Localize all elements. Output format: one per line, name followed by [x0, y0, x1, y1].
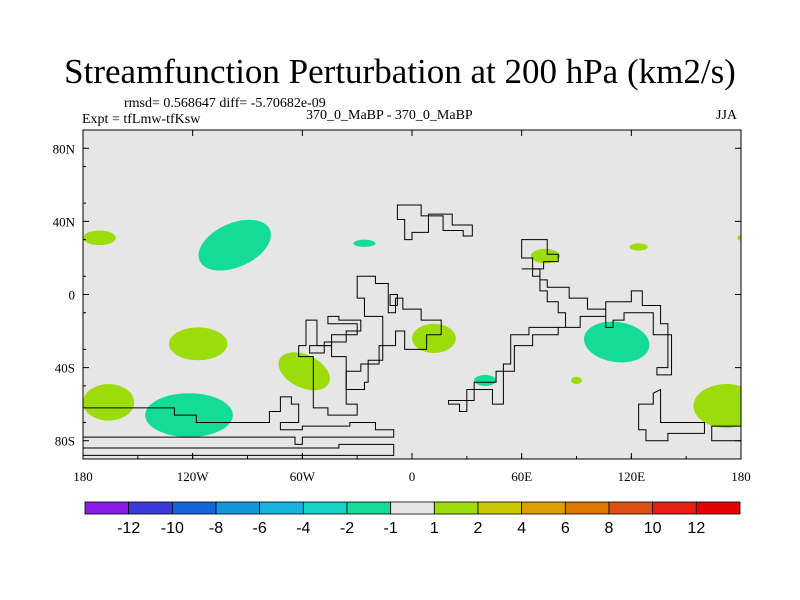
region-neg-indian-ocean: [584, 321, 650, 363]
land-south-america-coast: [298, 319, 358, 416]
colorbar-swatch: [564, 501, 610, 515]
land-east-asia-north: [521, 239, 559, 270]
y-axis: 80N 40N 0 40S 80S: [53, 129, 741, 460]
colorbar-swatch: [652, 501, 697, 515]
colorbar-swatch: [346, 501, 392, 515]
experiment-label: Expt = tfLmw-tfKsw: [82, 112, 201, 127]
colorbar-swatch: [433, 501, 479, 515]
region-pos-south-dateline: [83, 384, 135, 421]
colorbar-label: -4: [296, 520, 310, 537]
region-pos-dateline-east: [737, 235, 741, 241]
colorbar-label: 12: [687, 520, 705, 537]
x-tick-label: 120W: [177, 469, 210, 484]
colorbar-label: 2: [474, 520, 483, 537]
y-tick-label: 80S: [55, 434, 75, 449]
colorbar-label: 10: [644, 520, 662, 537]
colorbar-swatch: [84, 501, 130, 515]
colorbar-swatch: [128, 501, 173, 515]
x-tick-label: 180: [731, 469, 751, 484]
region-neg-south-atlantic: [474, 374, 497, 386]
y-tick-label: 0: [69, 288, 76, 303]
colorbar-swatch: [259, 501, 304, 515]
colorbar-swatch: [521, 501, 566, 515]
colorbar-swatch: [215, 501, 261, 515]
region-pos-south-east: [693, 384, 741, 428]
x-tick-label: 180: [73, 469, 93, 484]
contour-regions: [83, 219, 741, 438]
land-east-antarctic: [711, 425, 741, 442]
colorbar-label: -12: [117, 520, 140, 537]
colorbar-label: 4: [517, 520, 526, 537]
x-tick-label: 0: [409, 469, 416, 484]
x-tick-label: 60W: [290, 469, 316, 484]
land-australia-outline: [638, 388, 705, 442]
colorbar-swatch: [695, 501, 741, 515]
colorbar-label: -6: [253, 520, 267, 537]
colorbar-label: 8: [605, 520, 614, 537]
case-label: 370_0_MaBP - 370_0_MaBP: [306, 108, 473, 123]
x-tick-label: 120E: [618, 469, 646, 484]
colorbar-swatch: [171, 501, 217, 515]
y-tick-label: 40N: [53, 214, 76, 229]
colorbar-label: -8: [209, 520, 223, 537]
colorbar-label: 6: [561, 520, 570, 537]
x-tick-label: 60E: [511, 469, 532, 484]
rmsd-annotation: rmsd= 0.568647 diff= -5.70682e-09: [124, 96, 326, 111]
land-north-polar-outline: [396, 204, 473, 241]
land-outlines: [83, 204, 741, 456]
colorbar-swatch: [390, 501, 435, 515]
region-neg-north-pacific: [198, 219, 271, 271]
colorbar-swatch: [608, 501, 654, 515]
colorbar: -12 -10 -8 -6 -4 -2 -1 1 2 4 6 8 10 12: [84, 501, 741, 537]
land-africa-outline: [345, 275, 442, 391]
season-label: JJA: [716, 108, 738, 123]
colorbar-label: -2: [340, 520, 354, 537]
colorbar-label: 1: [430, 520, 439, 537]
land-asia-outline: [448, 268, 673, 412]
land-south-pacific-chain: [309, 315, 362, 354]
land-antarctic-outline: [83, 396, 395, 445]
region-pos-south-america: [278, 352, 330, 391]
y-tick-label: 40S: [55, 361, 75, 376]
region-pos-asia: [530, 248, 561, 264]
colorbar-swatch: [477, 501, 523, 515]
land-antarctic-lower: [83, 443, 395, 456]
region-pos-africa: [412, 323, 456, 353]
region-pos-dateline-north: [83, 230, 116, 246]
x-axis: 180 120W 60W 0 60E 120E 180: [73, 130, 751, 484]
region-pos-indian-small: [571, 376, 582, 385]
y-tick-label: 80N: [53, 141, 76, 156]
colorbar-label: -10: [161, 520, 184, 537]
region-pos-east-asia: [629, 243, 648, 251]
colorbar-swatch: [302, 501, 348, 515]
chart-title: Streamfunction Perturbation at 200 hPa (…: [64, 52, 736, 91]
region-neg-mediterranean: [353, 239, 376, 247]
region-pos-south-pacific: [168, 327, 228, 361]
land-atlantic-island: [389, 294, 398, 306]
colorbar-label: -1: [384, 520, 398, 537]
